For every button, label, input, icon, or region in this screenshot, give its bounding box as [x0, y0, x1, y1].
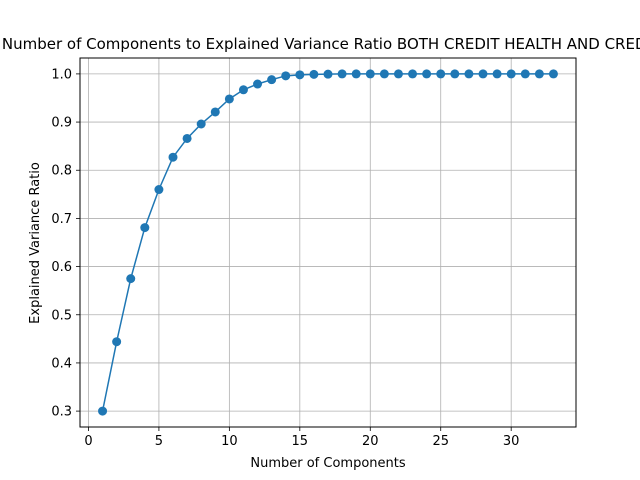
data-point — [534, 69, 544, 79]
x-axis: 0 5 10 15 20 25 30 — [84, 427, 519, 449]
data-point — [281, 71, 291, 81]
data-point — [393, 69, 403, 79]
data-point — [379, 69, 389, 79]
x-tick-label: 15 — [292, 434, 309, 449]
data-point — [210, 107, 220, 117]
series-line — [101, 73, 554, 412]
data-point — [337, 69, 347, 79]
data-point — [309, 69, 319, 79]
y-tick-label: 0.4 — [51, 356, 72, 371]
y-tick-label: 0.3 — [51, 405, 72, 420]
y-tick-label: 0.9 — [51, 116, 72, 131]
y-axis-label: Explained Variance Ratio — [28, 162, 43, 324]
data-point — [422, 69, 432, 79]
y-tick-label: 1.0 — [51, 67, 72, 82]
y-tick-label: 0.6 — [51, 260, 72, 275]
data-point — [253, 79, 263, 89]
data-point — [365, 69, 375, 79]
x-tick-label: 5 — [155, 434, 163, 449]
y-axis: 0.3 0.4 0.5 0.6 0.7 0.8 0.9 1.0 — [51, 67, 80, 420]
data-point — [267, 75, 277, 85]
data-point — [436, 69, 446, 79]
data-point — [464, 69, 474, 79]
x-tick-label: 20 — [362, 434, 379, 449]
data-point — [408, 69, 418, 79]
data-point — [154, 185, 164, 195]
data-point — [506, 69, 516, 79]
y-tick-label: 0.7 — [51, 212, 72, 227]
x-axis-label: Number of Components — [250, 456, 405, 471]
data-point — [548, 69, 558, 79]
x-tick-label: 25 — [432, 434, 449, 449]
x-tick-label: 30 — [503, 434, 520, 449]
data-point — [196, 119, 206, 129]
y-tick-label: 0.8 — [51, 164, 72, 179]
data-point — [478, 69, 488, 79]
data-point — [520, 69, 530, 79]
data-point — [98, 406, 108, 416]
plot-frame — [79, 57, 577, 428]
data-point — [168, 152, 178, 162]
grid — [80, 58, 576, 427]
data-point — [140, 223, 150, 233]
x-tick-label: 0 — [84, 434, 92, 449]
data-point — [126, 274, 136, 284]
y-tick-label: 0.5 — [51, 308, 72, 323]
data-point — [492, 69, 502, 79]
data-point — [238, 85, 248, 95]
data-point — [224, 94, 234, 104]
data-point — [323, 69, 333, 79]
data-point — [182, 133, 192, 143]
data-point — [295, 70, 305, 80]
x-tick-label: 10 — [221, 434, 238, 449]
series-layer — [98, 69, 558, 416]
data-point — [450, 69, 460, 79]
data-point — [351, 69, 361, 79]
data-point — [112, 337, 122, 347]
chart-title: Number of Components to Explained Varian… — [2, 35, 640, 53]
